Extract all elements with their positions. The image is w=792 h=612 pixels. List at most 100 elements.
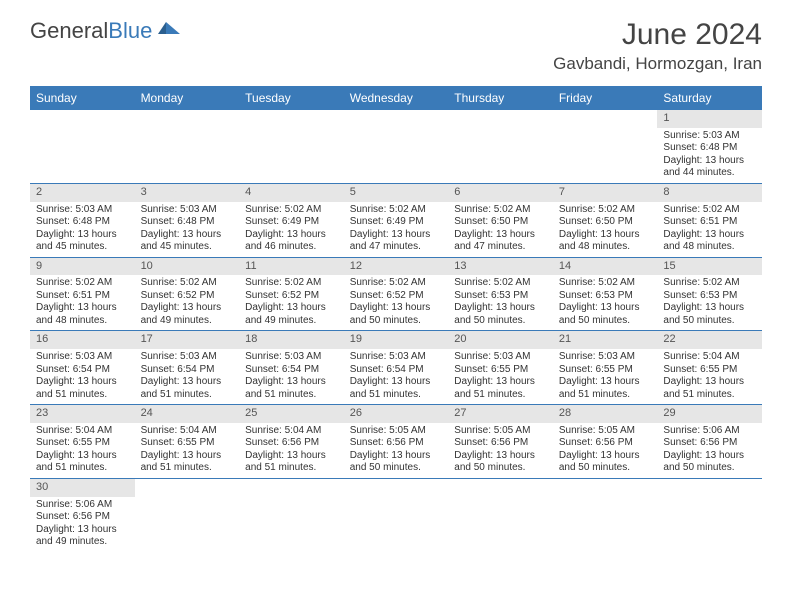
empty-cell xyxy=(553,110,658,183)
weekday-header: Wednesday xyxy=(344,86,449,110)
sunrise-line: Sunrise: 5:02 AM xyxy=(239,277,344,290)
daylight-line-2: and 51 minutes. xyxy=(657,389,762,402)
sunrise-line: Sunrise: 5:03 AM xyxy=(135,204,240,217)
empty-cell xyxy=(344,110,449,183)
daylight-line-2: and 51 minutes. xyxy=(135,389,240,402)
flag-icon xyxy=(156,18,184,44)
sunset-line: Sunset: 6:55 PM xyxy=(553,364,658,377)
sunset-line: Sunset: 6:56 PM xyxy=(344,437,449,450)
day-number: 18 xyxy=(239,331,344,349)
sunrise-line: Sunrise: 5:05 AM xyxy=(553,425,658,438)
daylight-line-2: and 51 minutes. xyxy=(239,462,344,475)
day-cell: 18Sunrise: 5:03 AMSunset: 6:54 PMDayligh… xyxy=(239,331,344,404)
sunrise-line: Sunrise: 5:02 AM xyxy=(344,277,449,290)
sunrise-line: Sunrise: 5:02 AM xyxy=(135,277,240,290)
daylight-line-2: and 49 minutes. xyxy=(135,315,240,328)
empty-cell xyxy=(135,479,240,552)
day-cell: 23Sunrise: 5:04 AMSunset: 6:55 PMDayligh… xyxy=(30,405,135,478)
daylight-line: Daylight: 13 hours xyxy=(657,376,762,389)
daylight-line: Daylight: 13 hours xyxy=(657,229,762,242)
day-cell: 6Sunrise: 5:02 AMSunset: 6:50 PMDaylight… xyxy=(448,184,553,257)
sunset-line: Sunset: 6:48 PM xyxy=(135,216,240,229)
daylight-line: Daylight: 13 hours xyxy=(135,302,240,315)
day-cell: 4Sunrise: 5:02 AMSunset: 6:49 PMDaylight… xyxy=(239,184,344,257)
daylight-line-2: and 50 minutes. xyxy=(657,315,762,328)
day-number: 16 xyxy=(30,331,135,349)
day-cell: 7Sunrise: 5:02 AMSunset: 6:50 PMDaylight… xyxy=(553,184,658,257)
empty-cell xyxy=(448,479,553,552)
daylight-line: Daylight: 13 hours xyxy=(553,302,658,315)
day-cell: 8Sunrise: 5:02 AMSunset: 6:51 PMDaylight… xyxy=(657,184,762,257)
daylight-line: Daylight: 13 hours xyxy=(553,376,658,389)
day-cell: 20Sunrise: 5:03 AMSunset: 6:55 PMDayligh… xyxy=(448,331,553,404)
daylight-line-2: and 51 minutes. xyxy=(553,389,658,402)
day-cell: 22Sunrise: 5:04 AMSunset: 6:55 PMDayligh… xyxy=(657,331,762,404)
day-cell: 24Sunrise: 5:04 AMSunset: 6:55 PMDayligh… xyxy=(135,405,240,478)
sunrise-line: Sunrise: 5:06 AM xyxy=(657,425,762,438)
day-cell: 25Sunrise: 5:04 AMSunset: 6:56 PMDayligh… xyxy=(239,405,344,478)
daylight-line-2: and 48 minutes. xyxy=(553,241,658,254)
sunset-line: Sunset: 6:55 PM xyxy=(448,364,553,377)
day-cell: 2Sunrise: 5:03 AMSunset: 6:48 PMDaylight… xyxy=(30,184,135,257)
daylight-line: Daylight: 13 hours xyxy=(135,229,240,242)
day-cell: 14Sunrise: 5:02 AMSunset: 6:53 PMDayligh… xyxy=(553,258,658,331)
day-number: 25 xyxy=(239,405,344,423)
sunset-line: Sunset: 6:53 PM xyxy=(448,290,553,303)
daylight-line: Daylight: 13 hours xyxy=(239,450,344,463)
day-number: 9 xyxy=(30,258,135,276)
sunset-line: Sunset: 6:54 PM xyxy=(135,364,240,377)
daylight-line: Daylight: 13 hours xyxy=(448,450,553,463)
sunset-line: Sunset: 6:49 PM xyxy=(239,216,344,229)
sunrise-line: Sunrise: 5:03 AM xyxy=(135,351,240,364)
day-cell: 30Sunrise: 5:06 AMSunset: 6:56 PMDayligh… xyxy=(30,479,135,552)
day-number: 27 xyxy=(448,405,553,423)
day-cell: 10Sunrise: 5:02 AMSunset: 6:52 PMDayligh… xyxy=(135,258,240,331)
sunset-line: Sunset: 6:56 PM xyxy=(30,511,135,524)
sunrise-line: Sunrise: 5:03 AM xyxy=(344,351,449,364)
daylight-line: Daylight: 13 hours xyxy=(30,450,135,463)
day-cell: 28Sunrise: 5:05 AMSunset: 6:56 PMDayligh… xyxy=(553,405,658,478)
sunrise-line: Sunrise: 5:04 AM xyxy=(30,425,135,438)
sunset-line: Sunset: 6:54 PM xyxy=(344,364,449,377)
daylight-line-2: and 45 minutes. xyxy=(135,241,240,254)
daylight-line: Daylight: 13 hours xyxy=(657,450,762,463)
sunset-line: Sunset: 6:55 PM xyxy=(657,364,762,377)
daylight-line-2: and 50 minutes. xyxy=(553,315,658,328)
sunset-line: Sunset: 6:51 PM xyxy=(30,290,135,303)
sunset-line: Sunset: 6:54 PM xyxy=(239,364,344,377)
day-number: 21 xyxy=(553,331,658,349)
sunset-line: Sunset: 6:49 PM xyxy=(344,216,449,229)
daylight-line-2: and 49 minutes. xyxy=(239,315,344,328)
sunrise-line: Sunrise: 5:03 AM xyxy=(30,351,135,364)
header: GeneralBlue June 2024 Gavbandi, Hormozga… xyxy=(0,0,792,80)
sunrise-line: Sunrise: 5:02 AM xyxy=(448,277,553,290)
day-cell: 16Sunrise: 5:03 AMSunset: 6:54 PMDayligh… xyxy=(30,331,135,404)
weekday-header: Tuesday xyxy=(239,86,344,110)
week-row: 23Sunrise: 5:04 AMSunset: 6:55 PMDayligh… xyxy=(30,405,762,479)
day-cell: 21Sunrise: 5:03 AMSunset: 6:55 PMDayligh… xyxy=(553,331,658,404)
sunrise-line: Sunrise: 5:05 AM xyxy=(344,425,449,438)
daylight-line: Daylight: 13 hours xyxy=(553,229,658,242)
day-number: 3 xyxy=(135,184,240,202)
day-number: 26 xyxy=(344,405,449,423)
week-row: 1Sunrise: 5:03 AMSunset: 6:48 PMDaylight… xyxy=(30,110,762,184)
sunset-line: Sunset: 6:56 PM xyxy=(657,437,762,450)
day-number: 30 xyxy=(30,479,135,497)
daylight-line: Daylight: 13 hours xyxy=(239,229,344,242)
day-number: 13 xyxy=(448,258,553,276)
sunset-line: Sunset: 6:52 PM xyxy=(135,290,240,303)
daylight-line-2: and 48 minutes. xyxy=(657,241,762,254)
day-cell: 9Sunrise: 5:02 AMSunset: 6:51 PMDaylight… xyxy=(30,258,135,331)
day-number: 28 xyxy=(553,405,658,423)
daylight-line-2: and 48 minutes. xyxy=(30,315,135,328)
empty-cell xyxy=(657,479,762,552)
daylight-line: Daylight: 13 hours xyxy=(30,302,135,315)
sunset-line: Sunset: 6:54 PM xyxy=(30,364,135,377)
day-cell: 5Sunrise: 5:02 AMSunset: 6:49 PMDaylight… xyxy=(344,184,449,257)
daylight-line-2: and 50 minutes. xyxy=(448,462,553,475)
sunrise-line: Sunrise: 5:04 AM xyxy=(657,351,762,364)
logo: GeneralBlue xyxy=(30,18,184,44)
day-cell: 27Sunrise: 5:05 AMSunset: 6:56 PMDayligh… xyxy=(448,405,553,478)
day-cell: 26Sunrise: 5:05 AMSunset: 6:56 PMDayligh… xyxy=(344,405,449,478)
daylight-line: Daylight: 13 hours xyxy=(553,450,658,463)
